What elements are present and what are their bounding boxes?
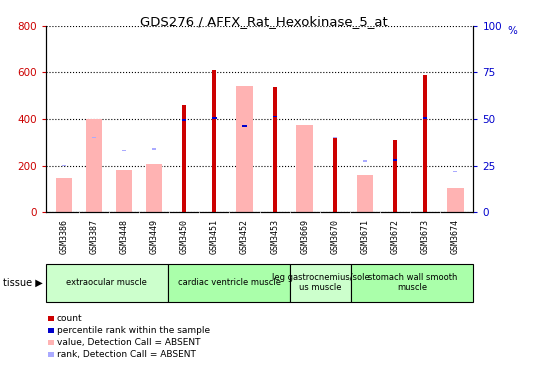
Bar xyxy=(363,160,367,162)
Bar xyxy=(213,117,216,119)
Bar xyxy=(55,179,72,212)
Text: GDS276 / AFFX_Rat_Hexokinase_5_at: GDS276 / AFFX_Rat_Hexokinase_5_at xyxy=(140,15,387,28)
Text: count: count xyxy=(57,314,82,323)
Bar xyxy=(46,264,168,302)
Bar xyxy=(296,125,313,212)
Bar xyxy=(290,264,351,302)
Bar xyxy=(182,105,186,212)
Text: %: % xyxy=(508,26,518,36)
Bar xyxy=(423,75,427,212)
Text: GSM3673: GSM3673 xyxy=(421,220,430,254)
Bar xyxy=(423,117,427,119)
Text: GSM3669: GSM3669 xyxy=(300,220,309,254)
Text: tissue ▶: tissue ▶ xyxy=(3,278,43,288)
Bar xyxy=(273,87,277,212)
Bar xyxy=(122,150,126,151)
Bar xyxy=(393,159,397,161)
Text: GSM3449: GSM3449 xyxy=(150,220,159,254)
Bar xyxy=(333,137,337,138)
Bar xyxy=(213,70,216,212)
Text: stomach wall smooth
muscle: stomach wall smooth muscle xyxy=(367,273,457,292)
Text: GSM3672: GSM3672 xyxy=(391,220,400,254)
Bar xyxy=(182,119,186,121)
Text: GSM3448: GSM3448 xyxy=(119,220,129,254)
Text: GSM3670: GSM3670 xyxy=(330,220,339,254)
Bar xyxy=(243,125,246,127)
Bar xyxy=(357,175,373,212)
Bar xyxy=(447,188,464,212)
Bar xyxy=(236,86,253,212)
Bar xyxy=(62,165,66,167)
Bar xyxy=(351,264,473,302)
Text: GSM3674: GSM3674 xyxy=(451,220,460,254)
Bar xyxy=(453,171,457,172)
Bar xyxy=(333,138,337,212)
Text: value, Detection Call = ABSENT: value, Detection Call = ABSENT xyxy=(57,338,200,347)
Text: cardiac ventricle muscle: cardiac ventricle muscle xyxy=(178,278,280,287)
Text: GSM3387: GSM3387 xyxy=(89,220,98,254)
Text: leg gastrocnemius/sole
us muscle: leg gastrocnemius/sole us muscle xyxy=(272,273,370,292)
Bar xyxy=(86,119,102,212)
Bar xyxy=(146,164,162,212)
Bar xyxy=(92,137,96,138)
Text: GSM3386: GSM3386 xyxy=(59,220,68,254)
Bar xyxy=(393,140,397,212)
Text: GSM3450: GSM3450 xyxy=(180,220,189,254)
Text: GSM3453: GSM3453 xyxy=(270,220,279,254)
Bar xyxy=(152,149,156,150)
Text: GSM3452: GSM3452 xyxy=(240,220,249,254)
Text: rank, Detection Call = ABSENT: rank, Detection Call = ABSENT xyxy=(57,350,196,359)
Text: GSM3451: GSM3451 xyxy=(210,220,219,254)
Bar xyxy=(168,264,290,302)
Text: GSM3671: GSM3671 xyxy=(360,220,370,254)
Text: extraocular muscle: extraocular muscle xyxy=(66,278,147,287)
Text: percentile rank within the sample: percentile rank within the sample xyxy=(57,326,210,335)
Bar xyxy=(273,116,277,117)
Bar xyxy=(116,170,132,212)
Bar xyxy=(333,137,337,138)
